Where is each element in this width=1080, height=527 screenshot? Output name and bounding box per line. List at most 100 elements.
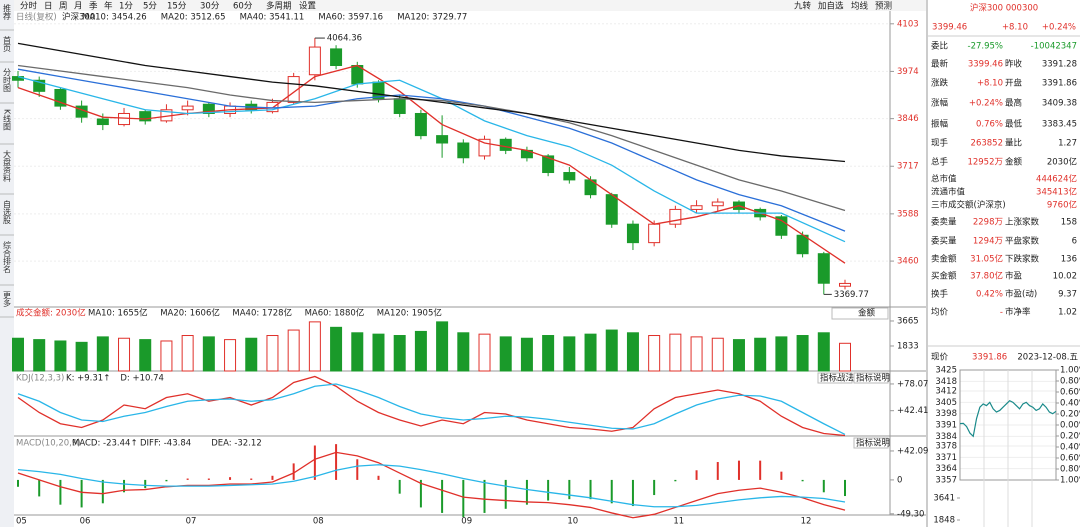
y-tick-label: 3418: [935, 377, 957, 387]
tab[interactable]: 5分: [143, 2, 157, 12]
row-label: 市净率: [1005, 307, 1031, 318]
tab[interactable]: 日: [44, 2, 53, 12]
chart-title: 日线(复权): [16, 12, 57, 23]
row-label: 现手: [931, 138, 949, 149]
indicator-line: [17, 375, 846, 437]
chart-title: KDJ(12,3,3): [16, 374, 64, 384]
tab[interactable]: 周: [59, 2, 68, 12]
candle-body: [711, 201, 724, 207]
tab[interactable]: 30分: [200, 2, 220, 12]
volume-bar: [245, 337, 258, 372]
candle-body: [266, 101, 279, 113]
ma-line: [17, 75, 846, 243]
volume-bar: [33, 339, 46, 372]
volume-bar: [499, 336, 512, 372]
button[interactable]: [817, 372, 853, 384]
row-label: 换手: [931, 289, 949, 300]
candle-body: [54, 88, 67, 107]
chart-subtitle: 沪深300: [62, 12, 95, 23]
row-value: +0.24%: [969, 99, 1003, 109]
tool[interactable]: 九转: [794, 1, 812, 12]
tab[interactable]: 60分: [233, 2, 253, 12]
volume-bar: [351, 332, 364, 372]
indicator-line: [17, 383, 846, 436]
tool[interactable]: 均线: [851, 1, 869, 12]
legend-item: MA10: 3454.26: [82, 13, 147, 23]
toolbar-item[interactable]: K线图: [3, 109, 12, 131]
toolbar-item[interactable]: 推荐: [3, 3, 12, 21]
volume-bar: [308, 321, 321, 372]
tab[interactable]: 年: [104, 1, 113, 12]
candle-body: [669, 208, 682, 225]
x-tick-label: 09: [461, 517, 472, 527]
y-tick-label: 3384: [935, 432, 957, 442]
candle-body: [605, 194, 618, 225]
tab[interactable]: 分时: [20, 1, 38, 12]
legend-item: MA40: 1728亿: [232, 308, 292, 319]
x-tick-label: 08: [313, 517, 324, 527]
button-label[interactable]: 指标战法: [820, 373, 854, 384]
dropdown[interactable]: [831, 307, 889, 320]
tab[interactable]: 多周期: [266, 1, 292, 12]
legend-item: MA120: 3729.77: [397, 13, 467, 23]
tab[interactable]: 1分: [119, 2, 133, 12]
row-label: 总市值: [931, 174, 957, 185]
ma-line: [17, 42, 846, 163]
row-label: 市盈(动): [1005, 289, 1037, 300]
tool[interactable]: 加自选: [818, 1, 844, 12]
volume-bar: [732, 339, 745, 372]
row-label: 总手: [931, 157, 949, 168]
row-value: 3383.45: [1042, 120, 1077, 130]
dropdown-label[interactable]: 金额: [858, 308, 876, 319]
volume-bar: [393, 335, 406, 372]
button[interactable]: [853, 372, 889, 384]
volume-bar: [605, 329, 618, 372]
x-tick-label: 10: [567, 517, 578, 527]
y-tick-label: 3378: [935, 442, 957, 452]
volume-bar: [754, 337, 767, 372]
volume-bar: [817, 332, 830, 372]
quote-header: [928, 0, 1080, 18]
row-label: 委买量: [931, 236, 957, 247]
volume-bar: [839, 342, 851, 372]
ma-line: [17, 68, 846, 232]
tab[interactable]: 15分: [167, 2, 187, 12]
quote-pct: +0.24%: [1042, 23, 1076, 33]
y-tick-label: 3357: [935, 476, 957, 486]
y2-tick-label: 0.60%: [1060, 454, 1080, 464]
tab[interactable]: 季: [89, 1, 98, 12]
volume-bar: [563, 336, 576, 372]
button-label[interactable]: 指标说明: [856, 373, 890, 384]
toolbar-item[interactable]: 首页: [3, 35, 12, 53]
toolbar-item[interactable]: 分时图: [3, 68, 12, 93]
toolbar-item[interactable]: 更多: [3, 291, 12, 308]
y-tick-label: +42.09: [897, 446, 928, 456]
volume-bar: [796, 335, 809, 372]
toolbar-item[interactable]: 自选股: [3, 199, 12, 225]
volume-bar: [775, 336, 788, 372]
row-value: 345413亿: [1036, 187, 1077, 198]
tool[interactable]: 预测: [875, 1, 892, 12]
volume-bar: [457, 332, 470, 372]
row-value: 31.05亿: [970, 254, 1003, 265]
tab[interactable]: 设置: [299, 1, 317, 12]
legend-item: MA60: 1880亿: [305, 308, 365, 319]
candle-body: [202, 103, 215, 114]
y-tick-label: 3371: [935, 453, 957, 463]
toolbar-item[interactable]: 综合排名: [3, 240, 12, 274]
volume-bar: [118, 337, 131, 372]
y2-tick-label: 0.80%: [1060, 465, 1080, 475]
button-label[interactable]: 指标说明: [856, 438, 890, 449]
legend-item: DIFF: -43.84: [140, 439, 191, 449]
row-label: 最低: [1005, 119, 1023, 130]
tab[interactable]: 月: [74, 2, 83, 12]
toolbar-item[interactable]: 大盘资料: [3, 149, 12, 183]
button[interactable]: [853, 437, 889, 449]
volume-bar: [669, 333, 682, 372]
x-tick-label: 07: [186, 517, 197, 527]
quote-price: 3399.46: [932, 23, 967, 33]
y2-tick-label: 0.00%: [1060, 421, 1080, 431]
row-label: 涨幅: [931, 98, 949, 109]
candle-body: [330, 48, 343, 67]
